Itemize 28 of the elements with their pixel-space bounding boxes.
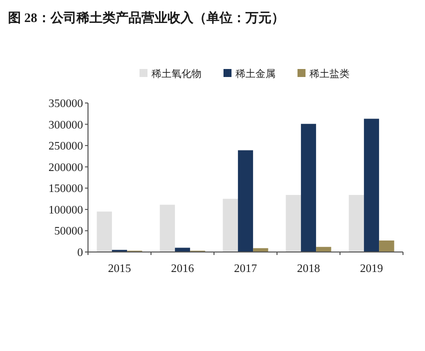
legend-label: 稀土盐类 xyxy=(310,68,350,80)
bar xyxy=(238,150,254,252)
y-tick-label: 100000 xyxy=(48,204,84,216)
bar xyxy=(174,248,190,252)
bar xyxy=(379,240,394,252)
chart-title: 图 28：公司稀土类产品营业收入（单位：万元） xyxy=(8,10,284,25)
legend-label: 稀土金属 xyxy=(236,68,276,80)
x-tick-label: 2019 xyxy=(360,263,384,275)
bar xyxy=(96,212,112,252)
x-tick-label: 2016 xyxy=(171,263,194,275)
y-tick-label: 300000 xyxy=(48,119,84,132)
bar xyxy=(253,248,268,252)
bar xyxy=(286,194,301,252)
bar xyxy=(300,124,316,252)
legend-label: 稀土氧化物 xyxy=(152,68,202,80)
y-tick-label: 50000 xyxy=(54,226,84,238)
bar xyxy=(364,118,380,252)
y-tick-label: 0 xyxy=(77,247,84,259)
y-tick-label: 250000 xyxy=(48,140,84,153)
x-tick-label: 2018 xyxy=(297,263,320,275)
bar xyxy=(160,204,175,252)
x-tick-label: 2015 xyxy=(108,263,132,275)
bar xyxy=(222,198,238,252)
bar xyxy=(348,194,364,252)
x-tick-label: 2017 xyxy=(234,263,258,275)
y-tick-label: 350000 xyxy=(48,98,84,110)
y-tick-label: 200000 xyxy=(48,162,84,174)
y-tick-label: 150000 xyxy=(48,183,84,196)
